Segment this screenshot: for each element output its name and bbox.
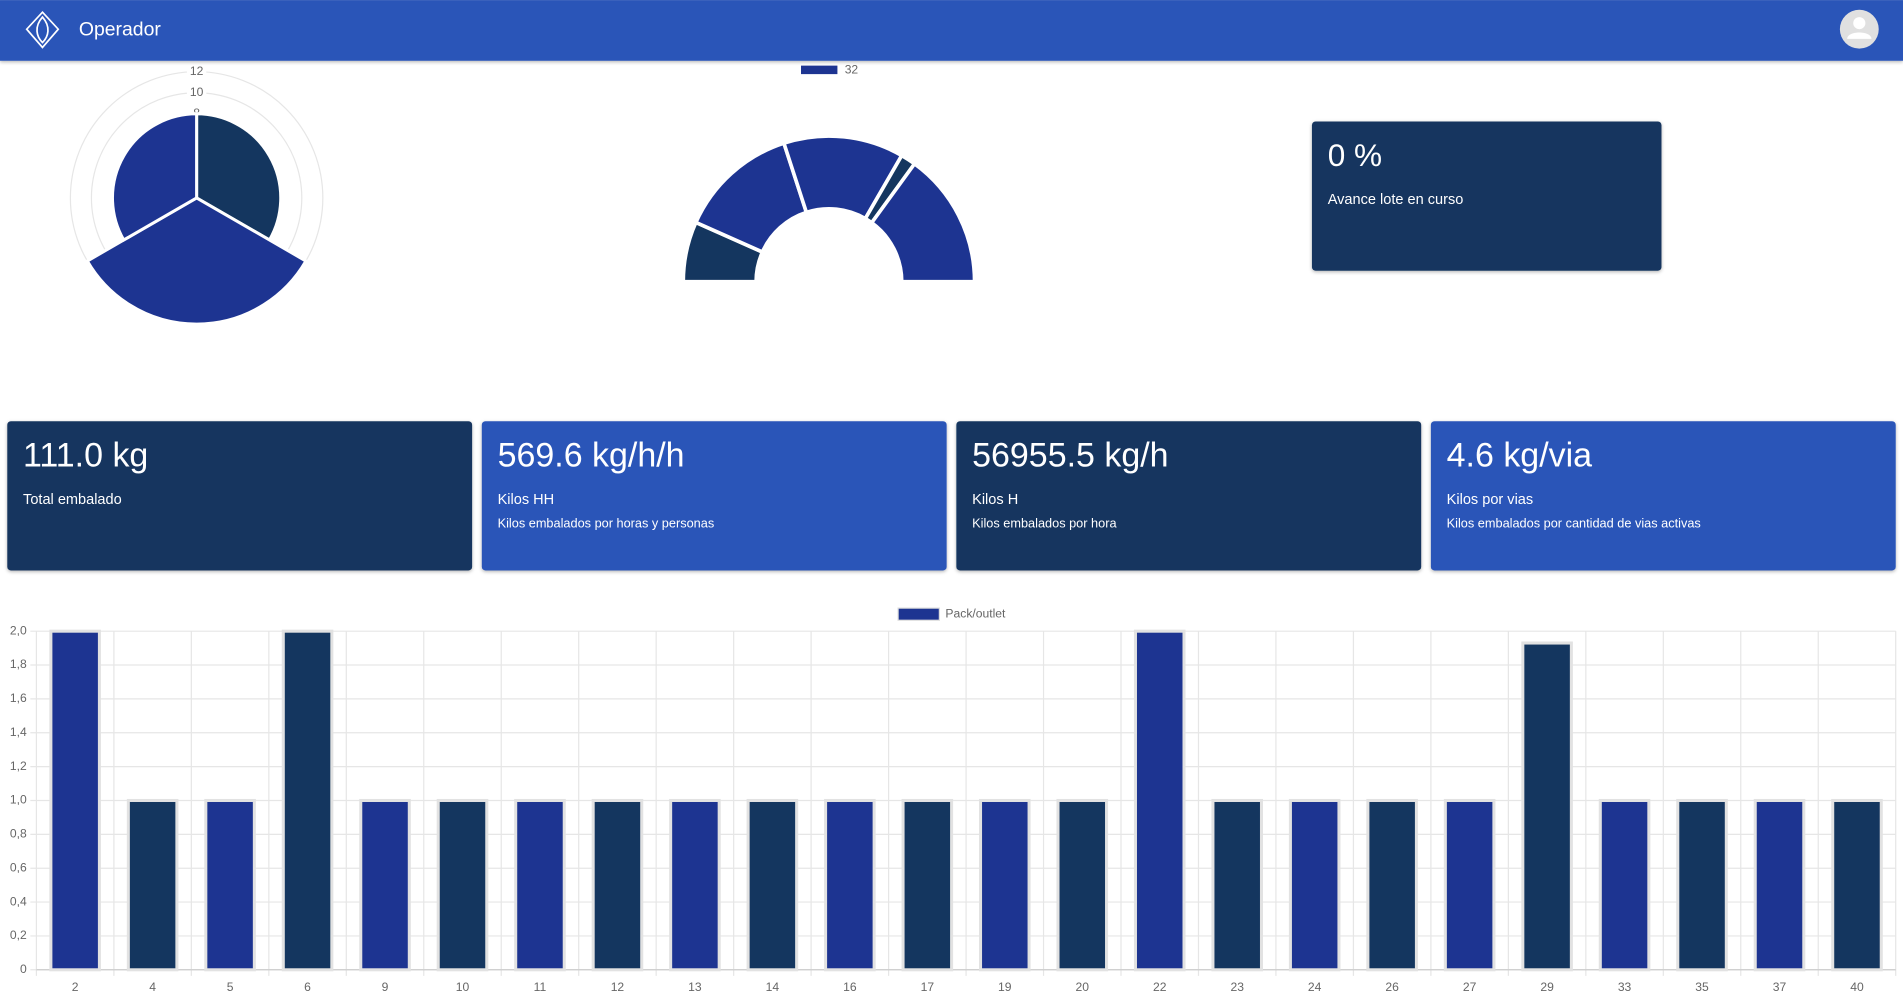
- x-tick-label: 12: [611, 980, 625, 994]
- progress-value: 0 %: [1328, 137, 1382, 173]
- x-tick-label: 37: [1773, 980, 1787, 994]
- y-tick-label: 0,8: [10, 827, 27, 841]
- bar: [591, 798, 644, 972]
- bar: [1753, 798, 1806, 972]
- y-tick-label: 1,8: [10, 657, 27, 671]
- x-tick-label: 22: [1153, 980, 1167, 994]
- progress-label: Avance lote en curso: [1328, 192, 1464, 208]
- bar: [1056, 798, 1109, 972]
- polar-segment: [85, 196, 308, 326]
- bar: [824, 798, 876, 972]
- bar: [1831, 798, 1883, 972]
- kpi-label: Kilos H: [972, 492, 1018, 508]
- kpi-card: [1430, 421, 1896, 571]
- bar: [1133, 629, 1186, 972]
- kpi-card: [956, 421, 1422, 571]
- x-tick-label: 6: [304, 980, 311, 994]
- bar: [746, 798, 799, 972]
- bar: [901, 798, 954, 972]
- doughnut-segment: [869, 161, 977, 284]
- r-tick-label: 10: [190, 85, 204, 99]
- y-tick-label: 1,0: [10, 793, 27, 807]
- kpi-label: Kilos HH: [498, 492, 555, 508]
- bar: [1598, 798, 1651, 972]
- bar: [1288, 798, 1341, 972]
- logo: [25, 10, 60, 49]
- x-tick-label: 35: [1695, 980, 1709, 994]
- bar: [49, 629, 101, 972]
- x-tick-label: 23: [1230, 980, 1244, 994]
- app-bar: [0, 0, 1903, 61]
- bar: [281, 629, 334, 972]
- x-tick-label: 2: [72, 980, 79, 994]
- x-tick-label: 14: [766, 980, 780, 994]
- legend-label: Pack/outlet: [945, 606, 1006, 620]
- x-tick-label: 24: [1308, 980, 1322, 994]
- y-tick-label: 2,0: [10, 623, 27, 637]
- legend-swatch: [897, 607, 940, 621]
- kpi-description: Kilos embalados por hora: [972, 516, 1117, 531]
- bar: [979, 798, 1031, 972]
- legend-label: 32: [845, 63, 859, 77]
- polar-segment: [110, 112, 199, 243]
- tick-backdrop: [186, 65, 207, 78]
- y-tick-label: 0,2: [10, 928, 27, 942]
- legend-swatch: [801, 65, 838, 75]
- x-tick-label: 17: [921, 980, 935, 994]
- bar: [669, 798, 721, 972]
- kpi-label: Kilos por vias: [1447, 492, 1534, 508]
- bar: [1521, 641, 1573, 972]
- x-tick-label: 33: [1618, 980, 1632, 994]
- bar: [126, 798, 179, 972]
- app-title: Operador: [79, 19, 162, 41]
- bar: [1443, 798, 1496, 972]
- y-tick-label: 1,2: [10, 759, 27, 773]
- r-tick-label: 12: [190, 64, 204, 78]
- tick-backdrop: [186, 86, 207, 99]
- bar: [359, 798, 411, 972]
- x-tick-label: 29: [1540, 980, 1554, 994]
- x-tick-label: 9: [382, 980, 389, 994]
- x-tick-label: 5: [227, 980, 234, 994]
- x-tick-label: 20: [1076, 980, 1090, 994]
- x-tick-label: 11: [534, 980, 547, 994]
- bar: [436, 798, 489, 972]
- x-tick-label: 10: [456, 980, 470, 994]
- x-tick-label: 13: [688, 980, 702, 994]
- avatar[interactable]: [1839, 9, 1879, 49]
- y-tick-label: 1,4: [10, 725, 27, 739]
- x-tick-label: 19: [998, 980, 1012, 994]
- x-tick-label: 16: [843, 980, 857, 994]
- y-tick-label: 1,6: [10, 691, 27, 705]
- kpi-value: 111.0 kg: [23, 437, 148, 475]
- bar: [1366, 798, 1418, 972]
- kpi-card: [481, 421, 947, 571]
- y-tick-label: 0,6: [10, 860, 27, 874]
- x-tick-label: 4: [149, 980, 156, 994]
- kpi-value: 4.6 kg/via: [1447, 437, 1593, 475]
- x-tick-label: 27: [1463, 980, 1477, 994]
- kpi-card: [7, 421, 473, 571]
- y-tick-label: 0: [20, 962, 27, 976]
- kpi-value: 56955.5 kg/h: [972, 437, 1168, 475]
- kpi-description: Kilos embalados por horas y personas: [498, 516, 715, 531]
- progress-card: [1311, 121, 1662, 271]
- kpi-value: 569.6 kg/h/h: [498, 437, 685, 475]
- bar: [514, 798, 566, 972]
- y-tick-label: 0,4: [10, 894, 27, 908]
- kpi-label: Total embalado: [23, 492, 122, 508]
- bar: [1211, 798, 1264, 972]
- x-tick-label: 40: [1850, 980, 1864, 994]
- bar: [204, 798, 256, 972]
- kpi-description: Kilos embalados por cantidad de vias act…: [1447, 516, 1701, 531]
- bar: [1676, 798, 1728, 972]
- x-tick-label: 26: [1385, 980, 1399, 994]
